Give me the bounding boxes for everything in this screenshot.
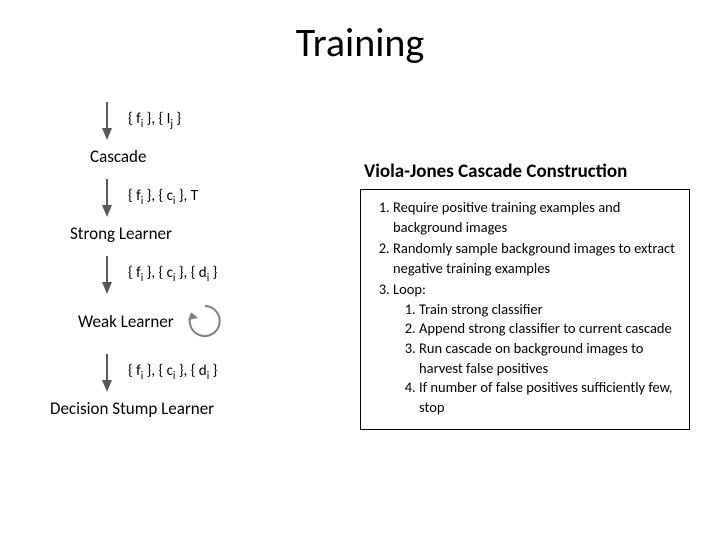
arrow-down-icon <box>100 100 114 140</box>
panel: Viola-Jones Cascade Construction Require… <box>360 160 690 430</box>
arrow1-label: { fi }, { Ij } <box>128 110 181 130</box>
panel-list-item: Randomly sample background images to ext… <box>393 239 679 278</box>
arrow-down-icon <box>100 177 114 217</box>
panel-sublist-item: Train strong classifier <box>419 300 679 320</box>
slide-title: Training <box>0 18 720 67</box>
node-cascade: Cascade <box>90 146 330 167</box>
arrow3-label: { fi }, { ci }, { di } <box>128 264 217 284</box>
arrow2-label: { fi }, { ci }, T <box>128 187 198 207</box>
node-strong-learner: Strong Learner <box>70 223 330 244</box>
panel-sublist-item: Run cascade on background images to harv… <box>419 339 679 378</box>
node-decision-stump: Decision Stump Learner <box>50 398 330 419</box>
loop-icon <box>184 300 226 342</box>
arrow-down-icon <box>100 254 114 294</box>
arrow-down-icon <box>100 352 114 392</box>
panel-list: Require positive training examples and b… <box>371 198 679 417</box>
panel-sublist-item: If number of false positives sufficientl… <box>419 378 679 417</box>
arrow4-label: { fi }, { ci }, { di } <box>128 362 217 382</box>
flow-column: { fi }, { Ij } Cascade { fi }, { ci }, T… <box>60 100 330 429</box>
node-weak-learner: Weak Learner <box>78 311 174 332</box>
panel-box: Require positive training examples and b… <box>360 189 690 430</box>
panel-title: Viola-Jones Cascade Construction <box>360 160 690 183</box>
panel-list-item: Require positive training examples and b… <box>393 198 679 237</box>
panel-sublist: Train strong classifierAppend strong cla… <box>393 300 679 417</box>
panel-list-item: Loop:Train strong classifierAppend stron… <box>393 280 679 417</box>
panel-sublist-item: Append strong classifier to current casc… <box>419 319 679 339</box>
